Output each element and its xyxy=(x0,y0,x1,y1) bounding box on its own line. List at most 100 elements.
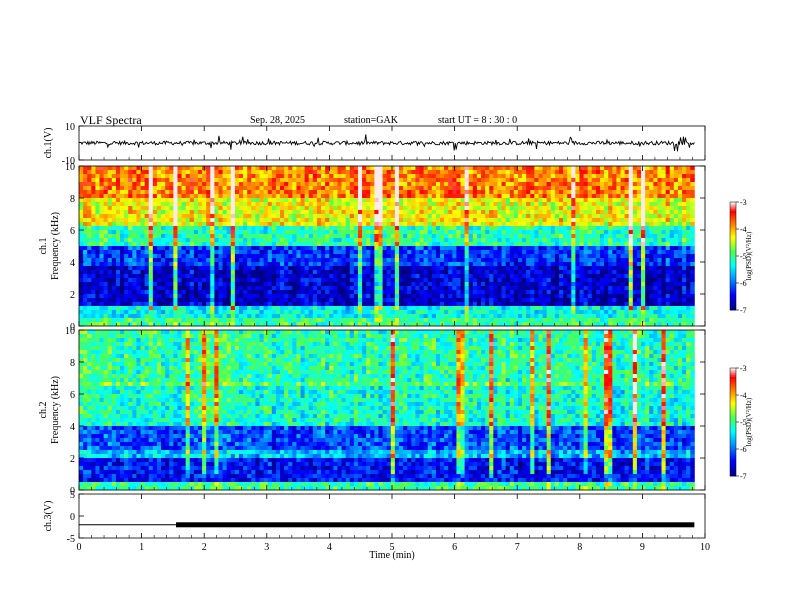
spectrogram-cell xyxy=(690,206,695,211)
spectrogram-cell xyxy=(83,286,88,291)
spectrogram-cell xyxy=(509,178,515,183)
spectrogram-cell xyxy=(472,218,478,223)
spectrogram-cell xyxy=(378,290,383,295)
spectrogram-cell xyxy=(148,234,154,239)
spectrogram-cell xyxy=(411,286,416,291)
spectrogram-cell xyxy=(394,242,400,247)
spectrogram-cell xyxy=(230,170,236,175)
spectrogram-cell xyxy=(181,238,187,243)
spectrogram-cell xyxy=(185,246,191,251)
spectrogram-cell xyxy=(661,290,667,295)
spectrogram-cell xyxy=(308,198,314,203)
spectrogram-cell xyxy=(571,198,576,203)
spectrogram-cell xyxy=(156,202,162,207)
spectrogram-cell xyxy=(161,298,166,303)
spectrogram-cell xyxy=(206,210,211,215)
spectrogram-cell xyxy=(87,190,92,195)
spectrogram-cell xyxy=(448,210,453,215)
spectrogram-cell xyxy=(312,262,318,267)
spectrogram-cell xyxy=(140,258,146,263)
spectrogram-cell xyxy=(193,174,199,179)
spectrogram-cell xyxy=(144,226,150,231)
spectrogram-cell xyxy=(185,274,191,279)
spectrogram-cell xyxy=(304,266,310,271)
spectrogram-cell xyxy=(403,186,408,191)
spectrogram-cell xyxy=(148,274,154,279)
spectrogram-cell xyxy=(649,198,654,203)
spectrogram-cell xyxy=(275,258,281,263)
spectrogram-cell xyxy=(321,242,326,247)
spectrogram-cell xyxy=(440,238,445,243)
spectrogram-cell xyxy=(448,186,453,191)
spectrogram-cell xyxy=(83,174,88,179)
spectrogram-cell xyxy=(99,186,105,191)
spectrogram-cell xyxy=(362,186,367,191)
spectrogram-cell xyxy=(333,262,338,267)
spectrogram-cell xyxy=(189,266,195,271)
spectrogram-cell xyxy=(349,234,355,239)
spectrogram-cell xyxy=(563,186,568,191)
spectrogram-cell xyxy=(292,174,297,179)
spectrogram-cell xyxy=(226,246,232,251)
spectrogram-cell xyxy=(686,270,691,275)
spectrogram-cell xyxy=(550,242,556,247)
spectrogram-cell xyxy=(464,238,470,243)
spectrogram-cell xyxy=(308,250,314,255)
spectrogram-cell xyxy=(460,170,466,175)
spectrogram-cell xyxy=(259,214,265,219)
spectrogram-cell xyxy=(177,274,182,279)
spectrogram-cell xyxy=(444,198,449,203)
spectrogram-cell xyxy=(407,278,412,283)
spectrogram-cell xyxy=(382,266,388,271)
spectrogram-cell xyxy=(255,234,260,239)
spectrogram-cell xyxy=(641,226,646,231)
spectrogram-cell xyxy=(234,262,240,267)
spectrogram-cell xyxy=(83,186,88,191)
spectrogram-cell xyxy=(255,266,260,271)
spectrogram-cell xyxy=(87,170,92,175)
spectrogram-cell xyxy=(333,202,338,207)
spectrogram-cell xyxy=(423,170,429,175)
spectrogram-cell xyxy=(136,242,141,247)
spectrogram-cell xyxy=(649,254,654,259)
spectrogram-cell xyxy=(649,226,654,231)
spectrogram-cell xyxy=(632,182,638,187)
spectrogram-cell xyxy=(505,290,511,295)
spectrogram-cell xyxy=(403,214,408,219)
spectrogram-cell xyxy=(620,170,626,175)
spectrogram-cell xyxy=(669,290,675,295)
spectrogram-cell xyxy=(210,274,215,279)
spectrogram-cell xyxy=(144,202,150,207)
spectrogram-cell xyxy=(349,290,355,295)
spectrogram-cell xyxy=(513,238,519,243)
spectrogram-cell xyxy=(316,246,322,251)
spectrogram-cell xyxy=(476,234,482,239)
spectrogram-cell xyxy=(558,266,564,271)
spectrogram-cell xyxy=(214,230,219,235)
spectrogram-cell xyxy=(583,210,589,215)
spectrogram-cell xyxy=(107,250,113,255)
spectrogram-cell xyxy=(177,238,182,243)
spectrogram-cell xyxy=(197,246,203,251)
spectrogram-cell xyxy=(645,210,650,215)
spectrogram-cell xyxy=(181,250,187,255)
spectrogram-cell xyxy=(604,234,609,239)
spectrogram-cell xyxy=(87,286,92,291)
spectrogram-cell xyxy=(690,190,695,195)
spectrogram-cell xyxy=(677,254,683,259)
spectrogram-cell xyxy=(87,258,92,263)
spectrogram-cell xyxy=(587,234,593,239)
spectrogram-cell xyxy=(115,182,121,187)
spectrogram-cell xyxy=(505,218,511,223)
spectrogram-cell xyxy=(128,198,133,203)
spectrogram-cell xyxy=(394,290,400,295)
spectrogram-cell xyxy=(600,250,605,255)
spectrogram-cell xyxy=(124,230,129,235)
spectrogram-cell xyxy=(382,230,388,235)
spectrogram-cell xyxy=(407,250,412,255)
spectrogram-cell xyxy=(649,218,654,223)
spectrogram-cell xyxy=(677,294,683,299)
spectrogram-cell xyxy=(481,166,486,171)
spectrogram-cell xyxy=(214,270,219,275)
spectrogram-cell xyxy=(111,206,117,211)
